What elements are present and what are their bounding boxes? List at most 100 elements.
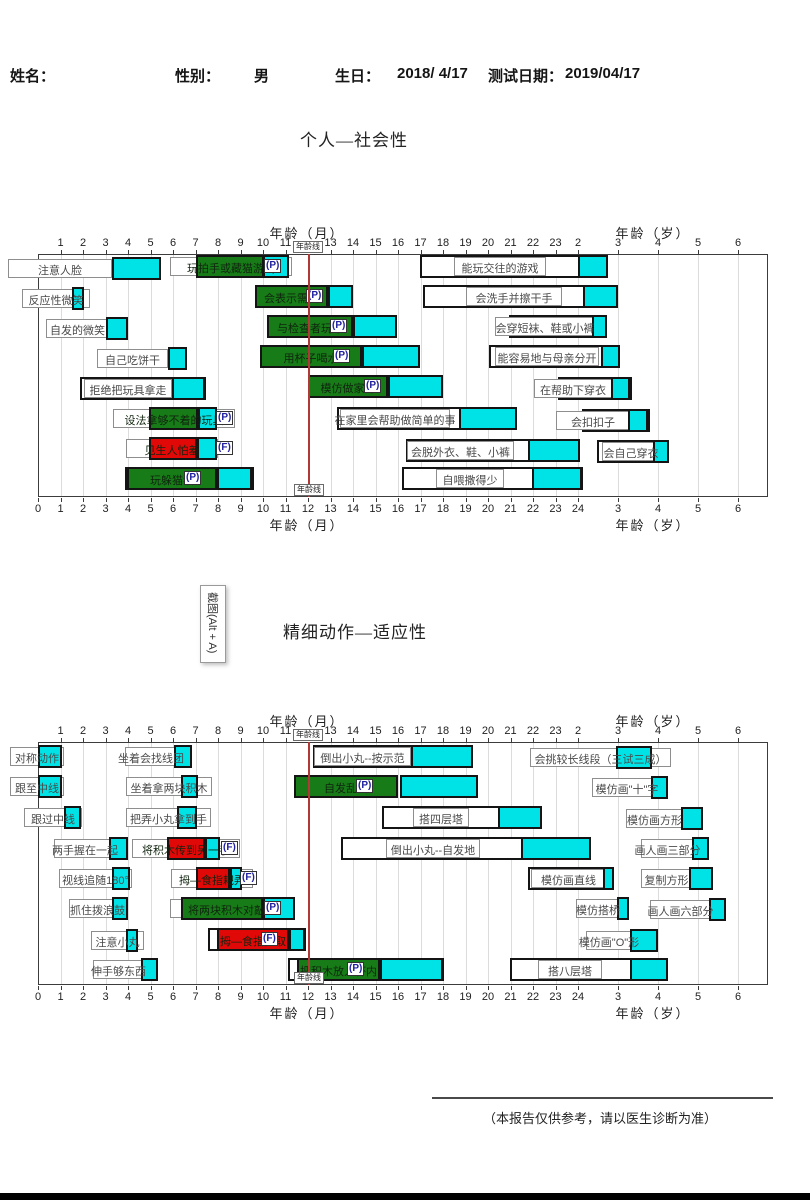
tick-label: 2 [79,725,87,737]
grid-line [488,743,489,984]
result-badge: (P) [264,901,282,915]
chart-item-label: 会洗手并擦干手 [475,293,553,305]
chart-item-label-box [436,469,504,488]
chart-item-label: 将两块积木对敲 [188,905,265,917]
tick-label: 3 [102,991,109,1003]
grid-line [330,743,332,984]
tick-mark [218,986,219,990]
tick-mark [618,738,619,742]
tick-mark [398,498,399,502]
tick-mark [308,986,309,990]
grid-line [398,743,399,984]
tick-mark [173,738,174,742]
chart-item-label-box [340,409,450,428]
tick-mark [658,986,659,990]
chart-item-label: 坐着拿两块积木 [130,783,208,795]
result-badge: (P) [184,471,202,485]
chart-item-tail [172,377,205,400]
tick-label: 6 [169,991,177,1003]
tick-mark [128,250,129,254]
grid-line [83,255,84,496]
chart-item-tail [112,867,130,890]
tick-mark [465,250,467,254]
tick-mark [240,738,242,742]
chart-item-tail [289,928,305,951]
chart-item-label-box [8,259,112,278]
axis-title-months-bottom: 年龄（月） [269,518,345,533]
tick-mark [60,498,62,502]
tick-label: 19 [459,725,472,737]
tick-label: 13 [324,725,337,737]
tick-mark [128,498,129,502]
grid-line [263,743,264,984]
result-badge: (F) [221,841,238,855]
chart-item-label: 模仿画直线 [541,875,596,887]
tick-label: 14 [346,725,360,737]
birth-value: 2018/ 4/17 [397,65,468,82]
tick-mark [330,738,332,742]
tick-label: 7 [192,237,199,249]
tick-label: 19 [459,503,472,515]
grid-line [420,743,422,984]
tick-label: 14 [346,503,360,515]
tick-mark [488,498,489,502]
tick-mark [173,498,174,502]
tick-mark [698,986,699,990]
age-line-label-bottom: 年龄线 [294,972,324,984]
grid-line [465,255,467,496]
grid-line [738,743,739,984]
chart-item-tail [112,897,128,920]
tick-label: 3 [614,725,622,737]
tick-mark [240,250,242,254]
tick-label: 23 [549,503,562,515]
tick-mark [510,498,512,502]
grid-line [555,255,557,496]
tick-mark [105,250,107,254]
tick-mark [738,738,739,742]
age-line-label-bottom: 年龄线 [294,484,324,496]
result-badge: (P) [216,411,234,425]
tick-mark [698,738,699,742]
tick-label: 3 [102,237,109,249]
tick-mark [285,250,287,254]
chart-item-label: 用杯子喝水 [283,353,339,365]
chart-item-label: 画人画三部分 [634,845,701,857]
tick-mark [658,498,659,502]
chart-item-tail [498,806,542,829]
tick-mark [218,250,219,254]
tick-mark [60,738,62,742]
chart-item-segment-pass [181,897,263,920]
tick-mark [443,250,444,254]
chart-item-tail [72,287,84,310]
chart-item-tail [380,958,443,981]
tick-label: 14 [346,237,360,249]
chart-item-label: 注意小丸 [95,937,140,949]
chart-item-label: 伸手够东西 [91,966,146,978]
tick-mark [465,738,467,742]
tick-mark [375,738,377,742]
tick-label: 10 [256,725,270,737]
chart-item-tail [168,347,187,370]
chart-item-tail [689,867,713,890]
tick-label: 16 [391,725,405,737]
tick-label: 9 [237,725,244,737]
chart-item-label: 设法拿够不着的玩具 [124,415,224,427]
tick-mark [218,738,219,742]
tick-mark [128,986,129,990]
chart-item-label: 抓住拨浪鼓 [70,905,125,917]
result-badge: (P) [264,259,282,273]
tick-label: 3 [614,991,622,1003]
tick-label: 20 [481,503,495,515]
tick-mark [83,498,84,502]
chart-item-tail [109,837,128,860]
chart-item-label: 拇—食指耙弄 [179,875,245,887]
grid-line [658,743,659,984]
tick-mark [330,250,332,254]
chart-item-label-box [97,349,168,368]
tick-label: 22 [526,503,540,515]
chart-item-label: 两手握在一起 [52,845,118,857]
tick-mark [195,986,197,990]
grid-line [510,255,512,496]
tick-label: 17 [414,237,427,249]
tick-mark [443,986,444,990]
